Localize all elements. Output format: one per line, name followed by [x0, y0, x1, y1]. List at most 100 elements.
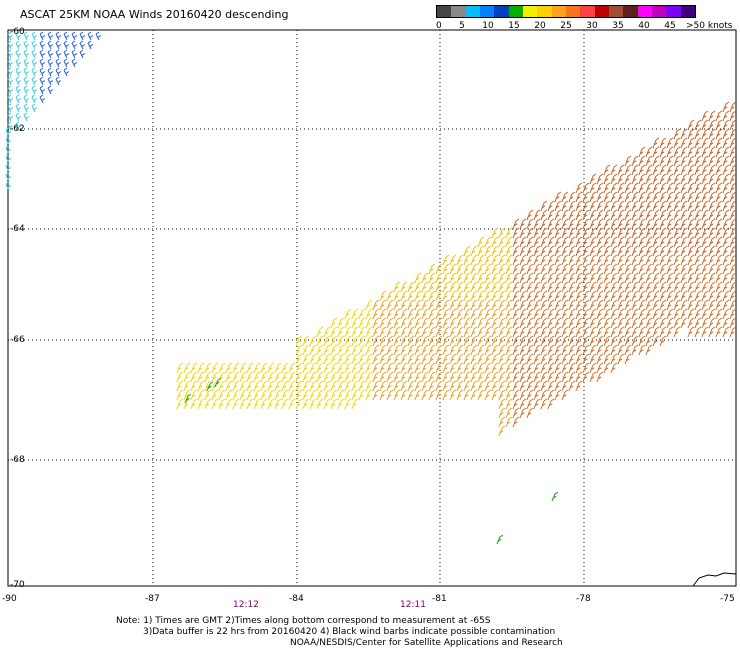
- wind-barb: [449, 317, 457, 329]
- wind-barb: [393, 299, 401, 311]
- wind-barb: [540, 380, 548, 392]
- wind-barb: [337, 317, 345, 329]
- wind-barb: [477, 389, 485, 401]
- wind-barb: [463, 254, 471, 266]
- wind-barb: [575, 317, 583, 329]
- wind-barb: [715, 326, 723, 338]
- map-title: ASCAT 25KM NOAA Winds 20160420 descendin…: [20, 8, 289, 21]
- wind-barb: [393, 371, 401, 383]
- wind-barb: [267, 380, 275, 392]
- wind-barb: [708, 191, 716, 203]
- wind-barb: [617, 317, 625, 329]
- legend-swatch: [651, 6, 667, 17]
- wind-barb: [694, 263, 702, 275]
- lat-label-68: -68: [10, 455, 25, 465]
- wind-barb: [680, 209, 688, 221]
- legend-swatch: [680, 6, 695, 17]
- wind-barb: [442, 263, 450, 275]
- wind-barb: [603, 254, 611, 266]
- wind-barb: [554, 191, 562, 203]
- wind-barb: [400, 389, 408, 401]
- wind-barb: [246, 371, 254, 383]
- wind-barb: [463, 353, 471, 365]
- wind-barb: [372, 326, 380, 338]
- wind-barb: [715, 182, 723, 194]
- wind-barb: [428, 326, 436, 338]
- lon-label-87: -87: [145, 594, 160, 604]
- wind-barb: [645, 236, 653, 248]
- wind-barb: [400, 317, 408, 329]
- wind-barb: [603, 308, 611, 320]
- wind-barb: [729, 155, 737, 167]
- wind-barb: [498, 353, 506, 365]
- wind-barb: [617, 236, 625, 248]
- wind-barb: [435, 353, 443, 365]
- wind-barb: [512, 416, 520, 428]
- wind-barb: [554, 335, 562, 347]
- wind-barb: [610, 317, 618, 329]
- wind-barb: [554, 245, 562, 257]
- wind-barb: [673, 299, 681, 311]
- wind-barb: [680, 254, 688, 266]
- wind-barb: [540, 398, 548, 410]
- wind-barb: [400, 326, 408, 338]
- wind-barb: [379, 380, 387, 392]
- wind-barb: [603, 317, 611, 329]
- wind-barb: [372, 344, 380, 356]
- wind-barb: [379, 371, 387, 383]
- wind-barb: [701, 272, 709, 284]
- wind-barb: [491, 308, 499, 320]
- wind-barb: [421, 317, 429, 329]
- legend-label: 40: [638, 21, 650, 31]
- wind-barb: [722, 119, 730, 131]
- wind-barb: [610, 200, 618, 212]
- wind-barb: [337, 326, 345, 338]
- wind-barb: [722, 245, 730, 257]
- wind-barb: [519, 389, 527, 401]
- wind-barb: [694, 254, 702, 266]
- wind-barb: [351, 380, 359, 392]
- wind-barb: [505, 335, 513, 347]
- wind-barb: [260, 389, 268, 401]
- wind-barb: [526, 281, 534, 293]
- wind-barb: [190, 389, 198, 401]
- wind-barb: [687, 182, 695, 194]
- wind-barb: [547, 272, 555, 284]
- wind-barb: [561, 191, 569, 203]
- wind-barb: [204, 389, 212, 401]
- wind-barb: [540, 209, 548, 221]
- wind-barb: [505, 371, 513, 383]
- lat-label-62: -62: [10, 124, 25, 134]
- wind-barb: [477, 326, 485, 338]
- wind-barb: [610, 308, 618, 320]
- wind-barb: [596, 371, 604, 383]
- wind-barb: [701, 263, 709, 275]
- wind-barb: [365, 380, 373, 392]
- wind-barb: [547, 335, 555, 347]
- wind-barb: [624, 155, 632, 167]
- wind-barb: [624, 200, 632, 212]
- wind-barb: [715, 254, 723, 266]
- wind-barb: [652, 227, 660, 239]
- wind-barb: [575, 200, 583, 212]
- wind-barb: [337, 398, 345, 410]
- wind-barb: [603, 191, 611, 203]
- wind-barb: [47, 31, 54, 41]
- wind-barb: [246, 389, 254, 401]
- wind-barb: [673, 227, 681, 239]
- wind-barb: [526, 227, 534, 239]
- wind-barb: [512, 281, 520, 293]
- wind-barb: [470, 290, 478, 302]
- grid-lines: [8, 30, 736, 586]
- wind-barb: [39, 76, 46, 86]
- wind-barb: [358, 362, 366, 374]
- wind-barb: [526, 398, 534, 410]
- wind-barb: [309, 389, 317, 401]
- wind-barb: [470, 362, 478, 374]
- wind-barb: [323, 398, 331, 410]
- wind-barb: [414, 299, 422, 311]
- wind-barb: [687, 164, 695, 176]
- wind-barb: [708, 119, 716, 131]
- wind-barb: [729, 137, 737, 149]
- wind-barb: [715, 245, 723, 257]
